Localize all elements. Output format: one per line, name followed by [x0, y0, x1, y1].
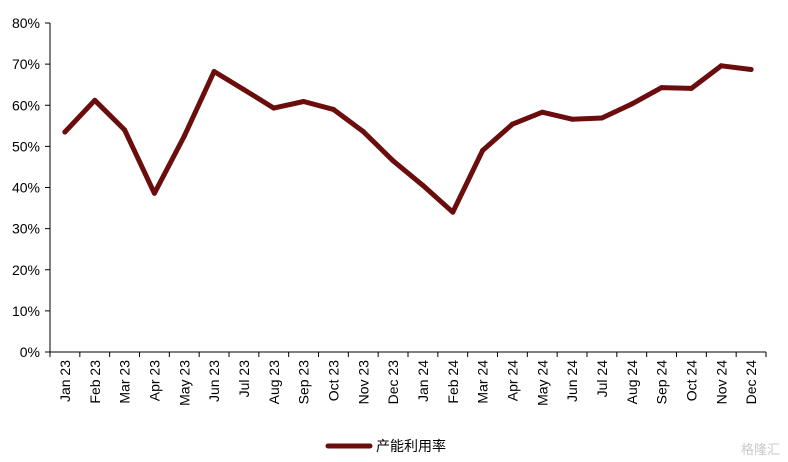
data-point [241, 87, 247, 93]
data-point [688, 85, 694, 91]
data-point [450, 209, 456, 215]
watermark: 格隆汇 [740, 443, 780, 458]
x-tick-label: Apr 23 [146, 360, 162, 401]
data-point [360, 129, 366, 135]
x-tick-label: Aug 23 [266, 360, 282, 405]
x-tick-label: Dec 24 [743, 360, 759, 405]
data-point [718, 63, 724, 69]
x-tick-label: Oct 23 [325, 360, 341, 401]
y-tick-label: 20% [12, 262, 40, 278]
x-tick-label: May 23 [176, 360, 192, 406]
data-point [659, 85, 665, 91]
legend: 产能利用率 [325, 438, 446, 454]
data-point [211, 69, 217, 75]
data-point [599, 115, 605, 121]
series-line [62, 63, 754, 215]
x-tick-label: Jul 24 [594, 360, 610, 398]
data-point [569, 116, 575, 122]
y-tick-label: 50% [12, 138, 40, 154]
x-tick-label: Mar 23 [117, 360, 133, 404]
legend-label: 产能利用率 [376, 438, 446, 454]
y-tick-label: 10% [12, 303, 40, 319]
x-tick-label: Sep 24 [654, 360, 670, 405]
x-tick-label: Mar 24 [475, 360, 491, 404]
data-point [301, 99, 307, 105]
x-tick-label: Apr 24 [504, 360, 520, 401]
x-tick-label: Nov 24 [713, 360, 729, 405]
data-point [539, 109, 545, 115]
x-tick-label: Aug 24 [624, 360, 640, 405]
x-tick-label: Nov 23 [355, 360, 371, 405]
data-point [509, 121, 515, 127]
x-tick-label: Jan 24 [415, 360, 431, 402]
y-tick-label: 30% [12, 221, 40, 237]
y-tick-label: 60% [12, 97, 40, 113]
data-point [629, 101, 635, 107]
x-tick-label: Jan 23 [57, 360, 73, 402]
x-tick-label: Sep 23 [296, 360, 312, 405]
data-point [390, 158, 396, 164]
x-axis: Jan 23 Feb 23 Mar 23 Apr 23 May 23 Jun 23 Jul … [49, 351, 767, 406]
y-tick-label: 70% [12, 56, 40, 72]
x-tick-label: Feb 23 [87, 360, 103, 404]
data-point [330, 106, 336, 112]
series-group [62, 63, 754, 215]
data-point [748, 66, 754, 72]
data-point [480, 147, 486, 153]
data-point [151, 190, 157, 196]
x-tick-label: Jun 23 [206, 360, 222, 402]
data-point [122, 127, 128, 133]
y-axis: 0% 10% 20% 30% 40% 50% 60% 70% 80% [12, 15, 51, 360]
data-point [181, 133, 187, 139]
x-tick-label: Feb 24 [445, 360, 461, 404]
data-point [92, 97, 98, 103]
data-point [271, 105, 277, 111]
y-tick-label: 0% [20, 344, 40, 360]
x-tick-label: Dec 23 [385, 360, 401, 405]
x-tick-label: Jun 24 [564, 360, 580, 402]
y-tick-label: 80% [12, 15, 40, 31]
data-point [420, 182, 426, 188]
data-point [62, 129, 68, 135]
x-tick-label: Jul 23 [236, 360, 252, 398]
y-tick-label: 40% [12, 180, 40, 196]
x-tick-label: May 24 [534, 360, 550, 406]
x-tick-label: Oct 24 [683, 360, 699, 401]
